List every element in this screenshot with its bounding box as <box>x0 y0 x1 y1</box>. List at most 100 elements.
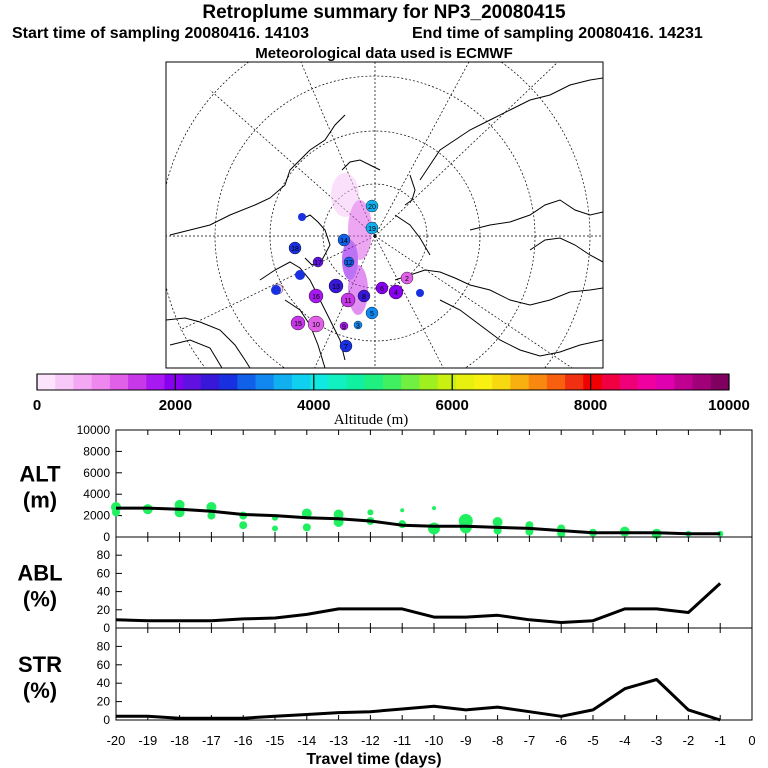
y-tick-label: 4000 <box>83 487 110 501</box>
panel-ylabel: (m) <box>23 488 57 513</box>
colorbar-cell <box>273 374 293 390</box>
panel-frame <box>115 429 753 538</box>
colorbar-cell <box>128 374 147 390</box>
plume-marker-label: 13 <box>332 284 340 291</box>
colorbar-cell <box>37 374 56 390</box>
series-line-abl <box>115 582 722 624</box>
colorbar-cell <box>674 374 694 390</box>
plume-marker <box>328 278 344 294</box>
plume-marker <box>339 339 353 353</box>
x-tick-label: -2 <box>683 733 695 748</box>
panel-frame <box>115 536 753 629</box>
x-tick-label: -18 <box>170 733 189 748</box>
colorbar-cell <box>255 374 275 390</box>
alt-scatter-point <box>492 517 503 528</box>
colorbar-cell <box>328 374 348 390</box>
plume-dot <box>298 213 306 221</box>
chart-title: Retroplume summary for NP3_20080415 <box>202 2 566 23</box>
x-tick-label: -10 <box>425 733 444 748</box>
panel-ylabel: (%) <box>23 587 57 612</box>
panel-ylabel: ABL <box>17 561 62 586</box>
x-tick-label: -16 <box>234 733 253 748</box>
plume-marker-label: 20 <box>368 204 376 211</box>
colorbar-cell <box>219 374 238 390</box>
colorbar-tick-label: 2000 <box>159 397 192 414</box>
colorbar-cell <box>437 374 457 390</box>
panel-ylabel: ALT <box>19 462 61 487</box>
colorbar-cell <box>656 374 675 390</box>
x-tick-label: -8 <box>492 733 504 748</box>
colorbar-cell <box>164 374 184 390</box>
plume-marker-layer: 2019181716151413121110987654321 <box>271 199 424 353</box>
colorbar-cell <box>565 374 584 390</box>
y-tick-label: 60 <box>97 658 111 672</box>
plume-marker <box>340 292 356 308</box>
y-tick-label: 80 <box>97 639 111 653</box>
plume-marker-label: 15 <box>294 321 302 328</box>
alt-scatter-point <box>239 521 248 530</box>
plume-marker <box>290 315 306 331</box>
colorbar-cell <box>619 374 639 390</box>
plume-dot <box>416 289 424 297</box>
y-tick-label: 0 <box>103 713 110 727</box>
colorbar: 0 2000 4000 6000 8000 10000 Altitude (m) <box>33 373 750 428</box>
colorbar-cell <box>91 374 111 390</box>
plume-marker-label: 11 <box>344 298 351 305</box>
colorbar-cell <box>291 374 311 390</box>
plume-marker-label: 4 <box>394 290 398 297</box>
colorbar-ticks: 0 2000 4000 6000 8000 10000 <box>33 374 750 414</box>
alt-scatter-point <box>301 508 312 519</box>
x-tick-label: 0 <box>748 733 755 748</box>
time-series-panels: 0200040006000800010000ALT(m)020406080ABL… <box>17 423 755 768</box>
colorbar-cell <box>237 374 257 390</box>
colorbar-cell <box>364 374 384 390</box>
x-tick-label: -1 <box>714 733 726 748</box>
plume-marker-label: 3 <box>356 323 360 330</box>
plume-marker <box>357 289 371 303</box>
colorbar-cell <box>146 374 165 390</box>
alt-scatter-point <box>367 509 374 516</box>
x-tick-label: -19 <box>138 733 157 748</box>
y-tick-label: 10000 <box>77 423 111 437</box>
panel-abl: 0 20 40 60 80 ABL(%) <box>17 536 753 635</box>
x-tick-label: -13 <box>329 733 348 748</box>
start-time-text: Start time of sampling 20080416. 14103 <box>12 25 310 42</box>
colorbar-cell <box>109 374 129 390</box>
y-tick-label: 6000 <box>83 466 110 480</box>
colorbar-tick-label: 10000 <box>708 397 750 414</box>
plume-marker-label: 17 <box>314 260 322 267</box>
plume-marker <box>337 233 351 247</box>
plume-haze <box>331 173 372 315</box>
series-line-str <box>116 678 721 722</box>
plume-marker-label: 18 <box>291 246 299 253</box>
colorbar-cell <box>546 374 566 390</box>
plume-marker <box>312 256 324 268</box>
colorbar-cell <box>200 374 220 390</box>
x-tick-label: -4 <box>619 733 631 748</box>
colorbar-cell <box>401 374 420 390</box>
colorbar-cell <box>73 374 93 390</box>
plume-dot <box>271 285 281 295</box>
alt-scatter-point <box>333 509 344 520</box>
plume-marker <box>308 288 324 304</box>
plume-marker <box>343 256 355 268</box>
alt-scatter-point <box>112 508 120 517</box>
colorbar-cell <box>419 374 439 390</box>
colorbar-cell <box>601 374 621 390</box>
y-tick-label: 20 <box>97 695 111 709</box>
y-tick-label: 2000 <box>83 509 110 523</box>
plume-dot <box>295 270 305 280</box>
x-tick-label: -5 <box>587 733 599 748</box>
plume-marker <box>365 199 379 213</box>
panel-ylabel: STR <box>18 652 62 677</box>
end-time-text: End time of sampling 20080416. 14231 <box>412 25 703 42</box>
alt-scatter-point <box>207 511 216 520</box>
plume-marker-label: 9 <box>342 324 346 331</box>
x-tick-label: -3 <box>651 733 663 748</box>
colorbar-cell <box>637 374 657 390</box>
map-content: 2019181716151413121110987654321 <box>166 62 603 368</box>
colorbar-cell <box>528 374 548 390</box>
polar-map: 2019181716151413121110987654321 <box>165 61 604 369</box>
